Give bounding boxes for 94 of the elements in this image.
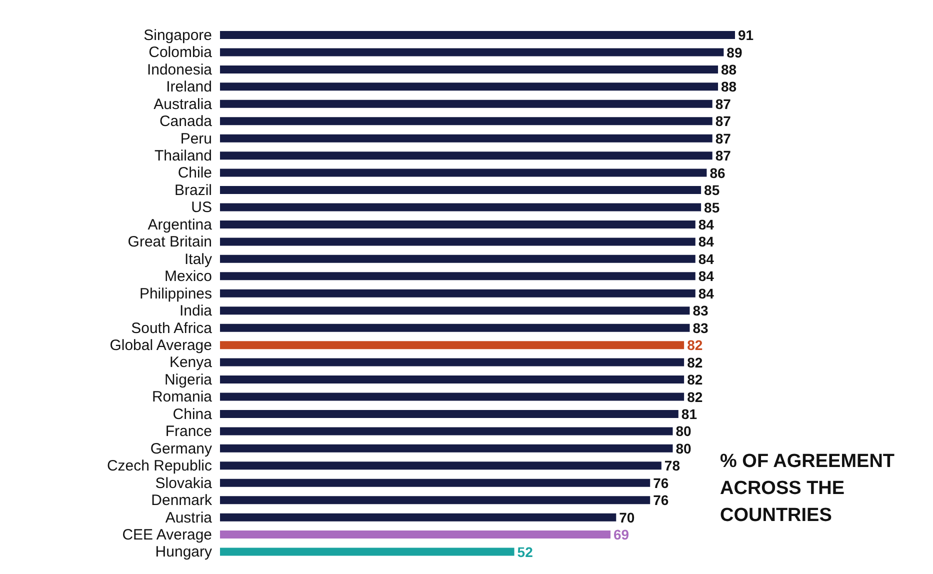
- y-tick-label: CEE Average: [122, 526, 212, 544]
- y-tick-label: Australia: [154, 96, 213, 113]
- bar: [220, 238, 696, 246]
- bar: [220, 324, 690, 332]
- bar: [220, 358, 684, 366]
- bar: [220, 444, 673, 452]
- y-tick-label: US: [191, 199, 212, 216]
- bar: [220, 203, 702, 212]
- data-label: 86: [710, 164, 726, 181]
- y-tick-label: Indonesia: [146, 61, 213, 78]
- data-label: 85: [704, 182, 720, 198]
- data-label: 88: [721, 61, 737, 78]
- y-tick-label: Mexico: [164, 268, 212, 286]
- bar: [220, 117, 712, 126]
- y-tick-label: India: [179, 302, 213, 320]
- y-tick-label: Italy: [184, 250, 212, 268]
- y-tick-label: Philippines: [139, 285, 212, 302]
- bar: [220, 48, 724, 56]
- data-label: 87: [715, 148, 732, 164]
- y-tick-label: Germany: [150, 440, 212, 458]
- bar: [220, 82, 718, 91]
- data-label: 84: [698, 216, 714, 233]
- bar: [220, 306, 690, 315]
- data-label: 84: [698, 234, 714, 250]
- bar: [220, 513, 616, 522]
- y-tick-label: Global Average: [110, 337, 212, 354]
- y-tick-label: Ireland: [166, 78, 212, 96]
- y-tick-label: Argentina: [148, 216, 213, 234]
- y-tick-label: Great Britain: [128, 234, 212, 251]
- bar: [220, 152, 712, 160]
- data-label: 52: [517, 544, 534, 560]
- bar: [220, 427, 673, 436]
- y-tick-label: Austria: [165, 509, 213, 526]
- bar: [220, 100, 712, 108]
- y-tick-label: France: [165, 423, 212, 440]
- y-tick-label: Slovakia: [155, 474, 213, 492]
- data-label: 84: [698, 285, 714, 302]
- data-label: 84: [698, 250, 714, 267]
- bar: [220, 31, 735, 39]
- y-tick-label: Canada: [159, 113, 213, 130]
- data-label: 91: [738, 27, 754, 44]
- data-label: 80: [676, 423, 692, 440]
- bar: [220, 410, 678, 418]
- y-tick-label: Colombia: [148, 44, 213, 62]
- y-tick-label: South Africa: [131, 320, 213, 337]
- y-tick-label: Kenya: [169, 354, 213, 372]
- data-label: 83: [692, 320, 709, 336]
- y-tick-label: Singapore: [144, 26, 212, 44]
- bar: [220, 272, 696, 280]
- data-label: 87: [715, 130, 732, 146]
- y-tick-label: China: [172, 406, 213, 423]
- data-label: 82: [687, 388, 703, 405]
- y-tick-label: Denmark: [151, 492, 212, 510]
- data-label: 81: [681, 406, 698, 422]
- y-tick-label: Chile: [178, 164, 212, 182]
- bar: [220, 65, 718, 74]
- annotation: % OF AGREEMENT ACROSS THE COUNTRIES: [720, 450, 896, 528]
- bar: [220, 254, 696, 263]
- bar: [220, 548, 514, 556]
- y-tick-label: Thailand: [154, 148, 212, 165]
- bar: [220, 134, 712, 142]
- bar: [220, 186, 702, 194]
- data-label: 76: [653, 474, 669, 491]
- data-label: 82: [687, 337, 703, 354]
- data-label: 85: [704, 199, 720, 216]
- bar: [220, 220, 696, 228]
- bar: [220, 530, 610, 539]
- data-label: 70: [619, 509, 635, 526]
- bar: [220, 289, 696, 298]
- data-label: 84: [698, 268, 714, 284]
- y-tick-label: Peru: [180, 130, 212, 148]
- data-label: 89: [726, 44, 742, 60]
- y-tick-label: Czech Republic: [106, 458, 212, 475]
- y-tick-label: Romania: [152, 388, 213, 406]
- data-label: 78: [664, 458, 680, 474]
- data-label: 80: [676, 440, 692, 456]
- y-tick-label: Brazil: [174, 182, 212, 199]
- bar: [220, 168, 707, 177]
- bar: [220, 341, 684, 350]
- bar: [220, 478, 650, 487]
- bar: [220, 496, 650, 504]
- data-label: 76: [653, 492, 669, 508]
- data-label: 82: [687, 372, 703, 388]
- y-tick-label: Hungary: [155, 544, 212, 561]
- data-label: 87: [715, 96, 732, 112]
- bar: [220, 462, 662, 470]
- y-tick-label: Nigeria: [164, 371, 213, 388]
- data-label: 88: [721, 78, 737, 95]
- data-label: 83: [692, 302, 709, 319]
- bar: [220, 392, 684, 401]
- bar: [220, 376, 684, 384]
- data-label: 82: [687, 354, 703, 370]
- data-label: 69: [613, 526, 630, 543]
- data-label: 87: [715, 113, 732, 130]
